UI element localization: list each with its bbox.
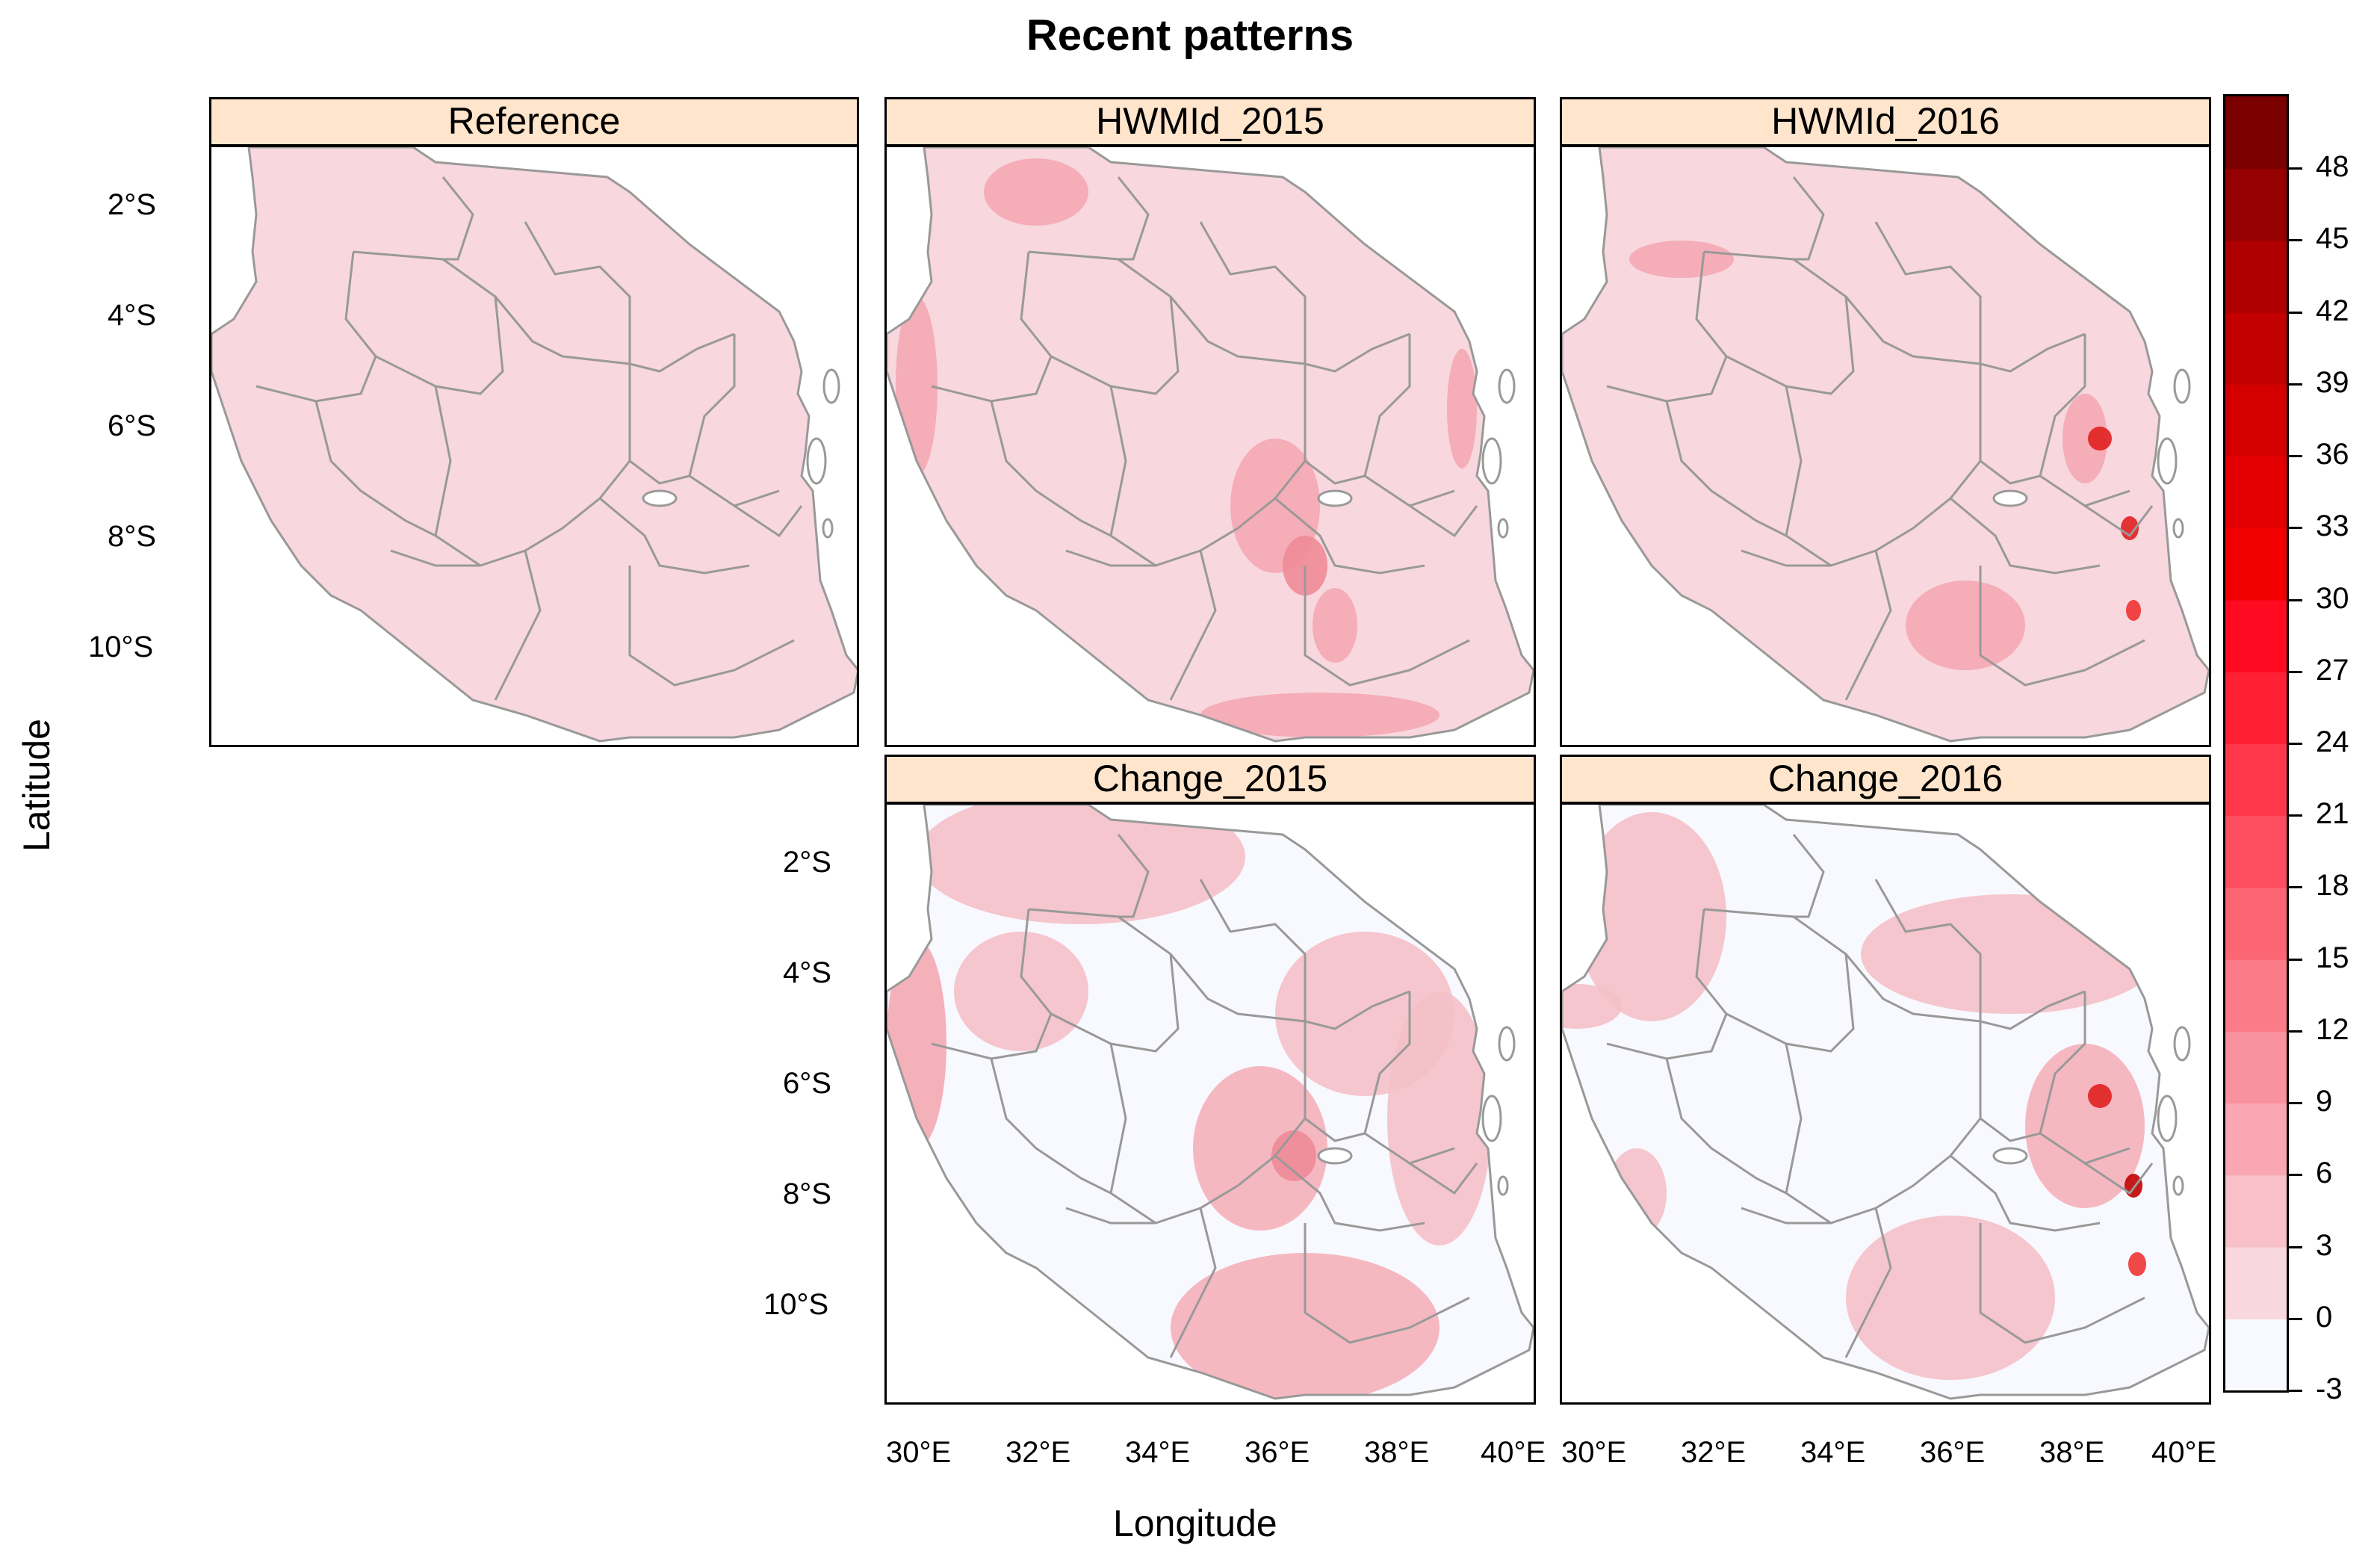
color-key-band bbox=[2225, 887, 2287, 960]
color-key-label: 45 bbox=[2316, 222, 2349, 256]
color-key-tick bbox=[2289, 670, 2302, 673]
color-key-tick bbox=[2289, 1245, 2302, 1248]
color-key-band bbox=[2225, 456, 2287, 529]
color-key-label: 30 bbox=[2316, 581, 2349, 615]
color-key-band bbox=[2225, 168, 2287, 241]
color-key-tick bbox=[2289, 886, 2302, 889]
color-key-label: 9 bbox=[2316, 1085, 2333, 1118]
x-tick-label: 30°E bbox=[1561, 1436, 1627, 1469]
y-tick-label: 6°S bbox=[108, 409, 156, 442]
y-axis-title: Latitude bbox=[16, 719, 58, 852]
x-tick-label: 34°E bbox=[1125, 1436, 1191, 1469]
color-key-tick bbox=[2289, 1174, 2302, 1177]
x-tick-label: 32°E bbox=[1005, 1436, 1071, 1469]
color-key-tick bbox=[2289, 1030, 2302, 1033]
color-key-label: -3 bbox=[2316, 1372, 2343, 1405]
color-key-label: 48 bbox=[2316, 150, 2349, 184]
map-hwmid-2015 bbox=[884, 145, 1536, 747]
map-hwmid-2016 bbox=[1560, 145, 2211, 747]
color-key-label: 21 bbox=[2316, 797, 2349, 831]
color-key-label: 15 bbox=[2316, 941, 2349, 974]
color-key-tick bbox=[2289, 1390, 2302, 1392]
x-tick-label: 40°E bbox=[1481, 1436, 1546, 1469]
x-tick-label: 38°E bbox=[1364, 1436, 1430, 1469]
x-tick-label: 36°E bbox=[1920, 1436, 1986, 1469]
color-key-band bbox=[2225, 1246, 2287, 1319]
color-key-tick bbox=[2289, 1317, 2302, 1320]
color-key-tick bbox=[2289, 743, 2302, 745]
color-key-tick bbox=[2289, 383, 2302, 386]
map-reference bbox=[209, 145, 859, 747]
color-key-band bbox=[2225, 1318, 2287, 1390]
strip-hwmid-2015: HWMId_2015 bbox=[884, 97, 1536, 146]
color-key-tick bbox=[2289, 1102, 2302, 1105]
page-title: Recent patterns bbox=[1026, 11, 1354, 60]
color-key-tick bbox=[2289, 598, 2302, 601]
color-key-band bbox=[2225, 815, 2287, 888]
x-tick-label: 32°E bbox=[1681, 1436, 1747, 1469]
y-tick-label: 10°S bbox=[763, 1288, 829, 1321]
y-tick-label: 10°S bbox=[88, 631, 154, 663]
strip-change-2016: Change_2016 bbox=[1560, 755, 2211, 804]
x-tick-label: 36°E bbox=[1245, 1436, 1310, 1469]
y-tick-label: 4°S bbox=[783, 956, 831, 989]
color-key-label: 18 bbox=[2316, 869, 2349, 903]
color-key-label: 27 bbox=[2316, 653, 2349, 687]
color-key-band bbox=[2225, 599, 2287, 672]
x-axis-title: Longitude bbox=[1113, 1502, 1277, 1544]
color-key-tick bbox=[2289, 958, 2302, 961]
color-key-tick bbox=[2289, 311, 2302, 314]
color-key-label: 6 bbox=[2316, 1157, 2333, 1190]
color-key-band bbox=[2225, 240, 2287, 313]
color-key-band bbox=[2225, 959, 2287, 1032]
color-key-label: 0 bbox=[2316, 1300, 2333, 1334]
color-key-band bbox=[2225, 527, 2287, 601]
x-tick-label: 38°E bbox=[2039, 1436, 2105, 1469]
color-key-tick bbox=[2289, 239, 2302, 242]
color-key-label: 36 bbox=[2316, 438, 2349, 471]
x-tick-label: 30°E bbox=[886, 1436, 952, 1469]
color-key-band bbox=[2225, 1103, 2287, 1176]
strip-change-2015: Change_2015 bbox=[884, 755, 1536, 804]
y-tick-label: 6°S bbox=[783, 1067, 831, 1100]
y-tick-label: 8°S bbox=[783, 1177, 831, 1210]
color-key-band bbox=[2225, 1174, 2287, 1248]
color-key-tick bbox=[2289, 527, 2302, 530]
color-key-tick bbox=[2289, 455, 2302, 458]
color-key-label: 12 bbox=[2316, 1012, 2349, 1046]
strip-reference: Reference bbox=[209, 97, 859, 146]
color-key-tick bbox=[2289, 167, 2302, 170]
color-key-band bbox=[2225, 312, 2287, 385]
map-change-2016 bbox=[1560, 802, 2211, 1405]
y-tick-label: 8°S bbox=[108, 520, 156, 553]
color-key-band bbox=[2225, 1030, 2287, 1104]
color-key-label: 33 bbox=[2316, 510, 2349, 543]
color-key-band bbox=[2225, 743, 2287, 817]
y-tick-label: 4°S bbox=[108, 299, 156, 332]
strip-hwmid-2016: HWMId_2016 bbox=[1560, 97, 2211, 146]
color-key-label: 24 bbox=[2316, 725, 2349, 758]
color-key-tick bbox=[2289, 814, 2302, 817]
y-tick-label: 2°S bbox=[783, 846, 831, 879]
map-change-2015 bbox=[884, 802, 1536, 1405]
y-tick-label: 2°S bbox=[108, 188, 156, 221]
color-key-label: 39 bbox=[2316, 365, 2349, 399]
color-key-band bbox=[2225, 671, 2287, 744]
x-tick-label: 40°E bbox=[2151, 1436, 2217, 1469]
color-key-band bbox=[2225, 383, 2287, 457]
color-key-band bbox=[2225, 96, 2287, 170]
color-key-label: 3 bbox=[2316, 1228, 2333, 1262]
color-key bbox=[2223, 94, 2289, 1393]
color-key-label: 42 bbox=[2316, 294, 2349, 327]
x-tick-label: 34°E bbox=[1800, 1436, 1866, 1469]
